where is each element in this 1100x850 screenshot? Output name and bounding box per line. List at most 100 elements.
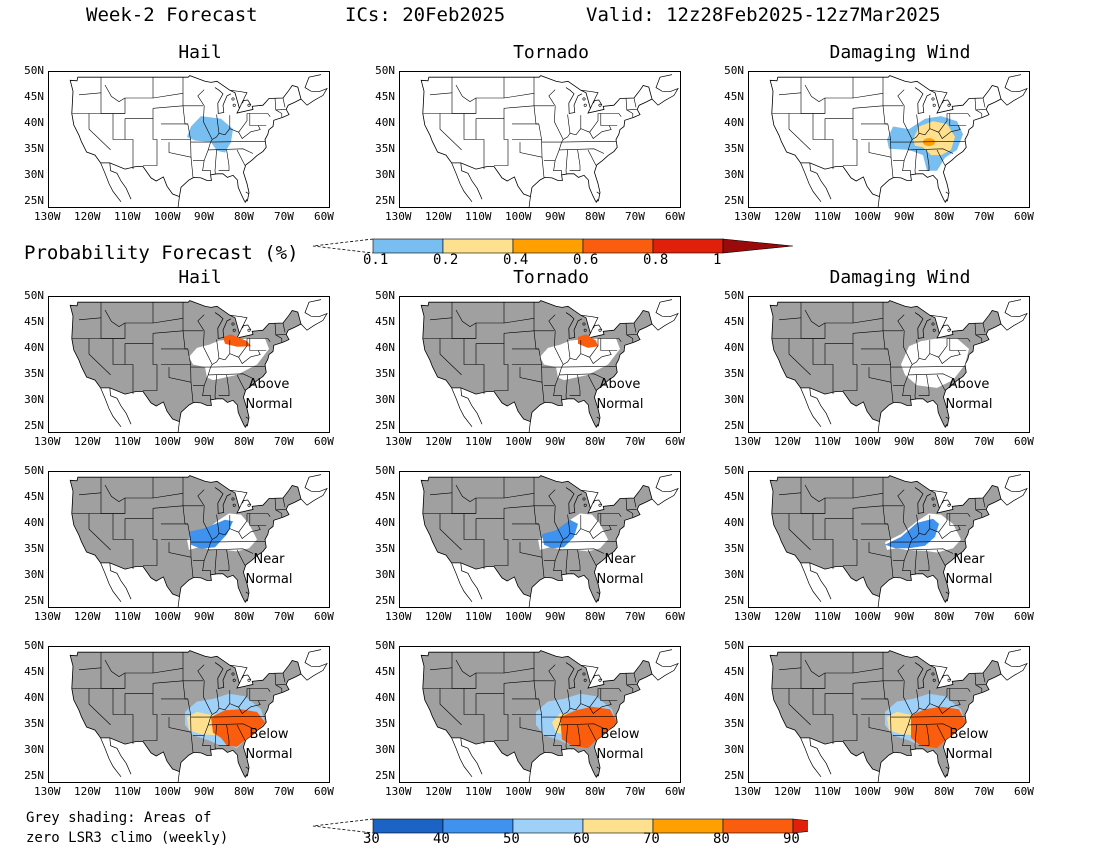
coastline	[651, 474, 679, 506]
state-boundary	[569, 374, 581, 396]
state-boundary	[804, 484, 826, 502]
lon-label: 120W	[74, 435, 101, 448]
state-boundary	[152, 93, 184, 99]
state-boundary	[112, 688, 134, 745]
lon-label: 80W	[934, 435, 954, 448]
coastline	[590, 674, 603, 684]
coastline	[300, 649, 328, 681]
state-boundary	[274, 322, 283, 343]
lake-marker	[247, 103, 251, 107]
lon-label: 60W	[1014, 610, 1034, 623]
lon-label: 80W	[585, 435, 605, 448]
lake-marker	[932, 678, 936, 682]
forecast-region	[885, 518, 939, 549]
lat-label: 25N	[24, 418, 44, 432]
lon-label: 70W	[274, 210, 294, 223]
state-boundary	[626, 334, 637, 336]
state-boundary	[589, 125, 612, 139]
coastline	[590, 499, 603, 509]
state-boundary	[503, 318, 535, 324]
state-boundary	[982, 497, 986, 508]
map-panel-near-damaging-wind	[748, 471, 1030, 608]
state-boundary	[212, 689, 220, 715]
state-boundary	[463, 513, 485, 570]
state-boundary	[210, 716, 266, 718]
lon-label: 70W	[274, 785, 294, 798]
state-boundary	[868, 542, 892, 558]
coastline	[109, 737, 132, 775]
state-boundary	[569, 690, 582, 711]
state-boundary	[236, 724, 246, 741]
lake-marker	[931, 97, 935, 101]
coastline	[800, 737, 822, 778]
coastline	[245, 591, 250, 595]
state-boundary	[938, 125, 961, 139]
state-boundary	[429, 317, 453, 321]
colorbar-tick: 0.6	[573, 252, 599, 268]
state-boundary	[569, 115, 582, 136]
coastline	[595, 774, 599, 778]
state-boundary	[975, 109, 986, 111]
state-boundary	[982, 672, 986, 683]
lake-marker	[947, 678, 951, 682]
lat-label: 45N	[24, 489, 44, 503]
lon-label: 70W	[974, 435, 994, 448]
state-boundary	[598, 688, 618, 701]
state-boundary	[249, 688, 271, 692]
state-boundary	[812, 113, 834, 170]
colorbar-left-arrow	[312, 818, 374, 834]
state-boundary	[947, 338, 967, 351]
coastline	[595, 599, 599, 603]
us-outline	[69, 475, 302, 602]
lon-label: 100W	[154, 610, 181, 623]
state-boundary	[218, 724, 230, 746]
coastline	[177, 421, 180, 432]
state-boundary	[633, 672, 637, 683]
lake-marker	[247, 678, 251, 682]
state-boundary	[910, 541, 966, 543]
coastline	[1000, 474, 1028, 506]
lat-label: 30N	[375, 742, 395, 756]
state-boundary	[598, 338, 618, 351]
state-boundary	[78, 667, 102, 671]
lat-label: 25N	[375, 418, 395, 432]
lon-label: 90W	[894, 435, 914, 448]
coastline	[245, 191, 250, 195]
state-boundary	[208, 548, 254, 554]
lake-marker	[582, 497, 586, 501]
col-title-hail-top: Hail	[178, 42, 222, 63]
lat-label: 40N	[24, 515, 44, 529]
state-boundary	[918, 724, 930, 746]
lake-marker	[932, 103, 936, 107]
coastline	[100, 162, 122, 203]
state-boundary	[152, 105, 184, 109]
lon-label: 120W	[74, 210, 101, 223]
state-boundary	[868, 717, 892, 733]
state-boundary	[475, 693, 509, 741]
state-boundary	[974, 97, 983, 118]
lon-label: 130W	[734, 435, 761, 448]
state-boundary	[503, 330, 535, 334]
lat-label: 50N	[375, 289, 395, 302]
state-boundary	[938, 350, 961, 364]
state-boundary	[168, 367, 192, 383]
state-boundary	[88, 513, 111, 551]
state-boundary	[168, 717, 192, 733]
lon-label: 80W	[234, 435, 254, 448]
lat-label: 40N	[724, 690, 744, 704]
lat-label: 45N	[724, 664, 744, 678]
lon-label: 130W	[734, 210, 761, 223]
lon-label: 60W	[1014, 210, 1034, 223]
state-boundary	[778, 492, 802, 496]
state-boundary	[214, 374, 217, 400]
lake-marker	[231, 497, 235, 501]
state-boundary	[600, 113, 622, 117]
lat-label: 45N	[375, 314, 395, 328]
state-boundary	[503, 93, 535, 99]
state-boundary	[275, 334, 286, 336]
coastline	[451, 387, 473, 428]
coastline	[239, 499, 252, 509]
coastline	[596, 191, 601, 195]
lon-label: 110W	[814, 610, 841, 623]
lon-label: 130W	[734, 785, 761, 798]
